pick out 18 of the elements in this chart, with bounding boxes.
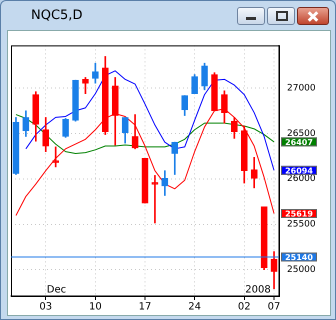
y-tick-label: 25000 <box>287 265 316 276</box>
y-tick-label: 26000 <box>287 174 316 184</box>
annotation: 26094 <box>285 166 314 176</box>
annotation: 25619 <box>285 210 314 219</box>
annotation: Dec <box>46 284 66 296</box>
ref-line-label: 25140 <box>285 253 314 262</box>
y-tick-label: 27000 <box>287 83 316 94</box>
x-tick-label: 03 <box>39 302 52 313</box>
x-tick-label: 02 <box>238 302 251 313</box>
annotation: 26407 <box>285 138 313 147</box>
chart-title: NQC5,D <box>31 8 82 23</box>
x-tick-label: 10 <box>89 302 102 313</box>
x-tick-label: 07 <box>268 302 280 313</box>
x-tick-label: 17 <box>138 302 152 313</box>
annotation: 2008 <box>245 284 271 296</box>
y-tick-label: 26500 <box>287 128 316 139</box>
y-tick-label: 25500 <box>287 220 316 230</box>
x-tick-label: 24 <box>188 302 201 313</box>
